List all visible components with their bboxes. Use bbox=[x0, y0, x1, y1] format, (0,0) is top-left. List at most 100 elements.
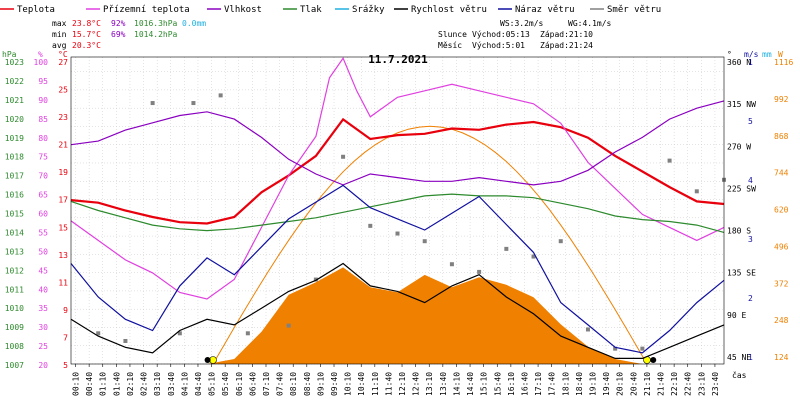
tick-label-w: 372 bbox=[774, 279, 789, 288]
stat-max-label: max bbox=[52, 19, 67, 28]
legend-label-tlak: Tlak bbox=[300, 5, 322, 15]
tick-label-hpa: 1020 bbox=[5, 115, 24, 124]
tick-label-hpa: 1011 bbox=[5, 285, 24, 294]
x-tick-label: 21:40 bbox=[657, 372, 666, 396]
axis-title-degc: °C bbox=[58, 50, 68, 59]
wind-direction-point bbox=[395, 231, 400, 236]
left-axes: 1023 1022 1021 1020 1019 1018 1017 1016 1015 1014… bbox=[5, 58, 68, 370]
x-tick-label: 12:40 bbox=[412, 372, 421, 396]
x-tick-label: 11:40 bbox=[384, 372, 393, 396]
x-tick-label: 17:40 bbox=[548, 372, 557, 396]
moonrise-marker bbox=[204, 357, 211, 363]
tick-label-pct: 35 bbox=[38, 304, 48, 313]
series-line bbox=[70, 184, 725, 354]
legend-label-vlhkost: Vlhkost bbox=[224, 5, 262, 15]
stat-min-hum: 69% bbox=[111, 30, 126, 39]
tick-label-degc: 21 bbox=[58, 141, 68, 150]
tick-label-hpa: 1009 bbox=[5, 323, 24, 332]
x-tick-label: 14:10 bbox=[452, 372, 461, 396]
x-tick-label: 04:10 bbox=[180, 372, 189, 396]
tick-label-w: 1116 bbox=[774, 58, 793, 67]
right-axes: 360 N 315 NW 270 W 225 SW 180 S 135 SE 90 E 45 … bbox=[727, 58, 793, 362]
tick-label-hpa: 1021 bbox=[5, 96, 24, 105]
tick-label-ms: 1 bbox=[748, 353, 753, 362]
x-tick-label: 05:40 bbox=[221, 372, 230, 396]
tick-label-pct: 55 bbox=[38, 228, 48, 237]
wind-direction-point bbox=[368, 223, 373, 228]
x-tick-label: 06:10 bbox=[235, 372, 244, 396]
x-tick-label: 14:40 bbox=[466, 372, 475, 396]
x-tick-label: 19:10 bbox=[588, 372, 597, 396]
sun-label: Slunce bbox=[438, 30, 467, 39]
tick-label-pct: 80 bbox=[38, 134, 48, 143]
tick-label-pct: 65 bbox=[38, 191, 48, 200]
tick-label-dir: 360 N bbox=[727, 58, 751, 67]
series-line bbox=[70, 262, 725, 359]
tick-label-dir: 270 W bbox=[727, 142, 751, 151]
x-axis-label: čas bbox=[732, 370, 747, 380]
x-tick-label: 13:10 bbox=[425, 372, 434, 396]
x-tick-label: 09:10 bbox=[316, 372, 325, 396]
x-tick-label: 22:10 bbox=[670, 372, 679, 396]
wind-direction-point bbox=[422, 239, 427, 244]
x-tick-label: 09:40 bbox=[330, 372, 339, 396]
wind-direction-point bbox=[694, 189, 699, 194]
x-tick-label: 10:10 bbox=[344, 372, 353, 396]
moon-rise: Východ:5:01 bbox=[472, 41, 525, 50]
wind-direction-point bbox=[150, 101, 155, 106]
tick-label-dir: 180 S bbox=[727, 227, 751, 236]
x-tick-label: 13:40 bbox=[439, 372, 448, 396]
wind-direction-point bbox=[218, 93, 223, 98]
solar-radiation-area bbox=[207, 267, 643, 364]
x-axis: 00:10 00:40 01:10 01:40 02:10 02:40 03:10 03:40… bbox=[72, 364, 720, 396]
legend-label-srazky: Srážky bbox=[352, 5, 385, 15]
wind-direction-point bbox=[123, 338, 128, 343]
stats-block: max 23.8°C 92% 1016.3hPa 0.0mm min 15.7°… bbox=[52, 19, 612, 50]
x-tick-label: 18:10 bbox=[561, 372, 570, 396]
stat-max-temp: 23.8°C bbox=[72, 19, 101, 28]
x-tick-label: 05:10 bbox=[208, 372, 217, 396]
tick-label-pct: 70 bbox=[38, 172, 48, 181]
wind-direction-point bbox=[449, 262, 454, 267]
x-tick-label: 15:10 bbox=[480, 372, 489, 396]
x-tick-label: 08:40 bbox=[303, 372, 312, 396]
wind-direction-point bbox=[613, 346, 618, 351]
x-tick-label: 21:10 bbox=[643, 372, 652, 396]
x-tick-label: 10:40 bbox=[357, 372, 366, 396]
tick-label-w: 620 bbox=[774, 206, 789, 215]
tick-label-hpa: 1008 bbox=[5, 342, 24, 351]
tick-label-w: 868 bbox=[774, 132, 789, 141]
wind-direction-point bbox=[477, 269, 482, 274]
stat-max-rain: 0.0mm bbox=[182, 19, 206, 28]
stat-min-press: 1014.2hPa bbox=[134, 30, 178, 39]
wind-direction-point bbox=[558, 239, 563, 244]
wind-direction-point bbox=[341, 154, 346, 159]
axis-title-pct: % bbox=[38, 50, 43, 59]
x-tick-label: 03:10 bbox=[153, 372, 162, 396]
sun-rise: Východ:05:13 bbox=[472, 30, 530, 39]
stat-min-label: min bbox=[52, 30, 67, 39]
x-tick-label: 11:10 bbox=[371, 372, 380, 396]
tick-label-ms: 2 bbox=[748, 294, 753, 303]
x-tick-label: 20:40 bbox=[629, 372, 638, 396]
legend-label-teplota: Teplota bbox=[17, 5, 55, 15]
tick-label-pct: 25 bbox=[38, 342, 48, 351]
wind-direction-point bbox=[585, 327, 590, 332]
solar-area bbox=[207, 267, 643, 364]
x-tick-label: 22:40 bbox=[684, 372, 693, 396]
tick-label-pct: 40 bbox=[38, 285, 48, 294]
moon-label: Měsíc bbox=[438, 41, 462, 50]
tick-label-degc: 27 bbox=[58, 58, 68, 67]
axis-title-hpa: hPa bbox=[2, 50, 17, 59]
tick-label-degc: 17 bbox=[58, 196, 68, 205]
moonset-marker bbox=[650, 357, 657, 363]
tick-label-degc: 11 bbox=[58, 278, 68, 287]
legend-label-smer-vetru: Směr větru bbox=[607, 5, 661, 15]
tick-label-pct: 100 bbox=[34, 58, 49, 67]
tick-label-pct: 60 bbox=[38, 210, 48, 219]
x-tick-label: 08:10 bbox=[289, 372, 298, 396]
tick-label-dir: 315 NW bbox=[727, 100, 756, 109]
plot-border bbox=[70, 56, 725, 365]
x-tick-label: 00:40 bbox=[85, 372, 94, 396]
x-tick-label: 19:40 bbox=[602, 372, 611, 396]
